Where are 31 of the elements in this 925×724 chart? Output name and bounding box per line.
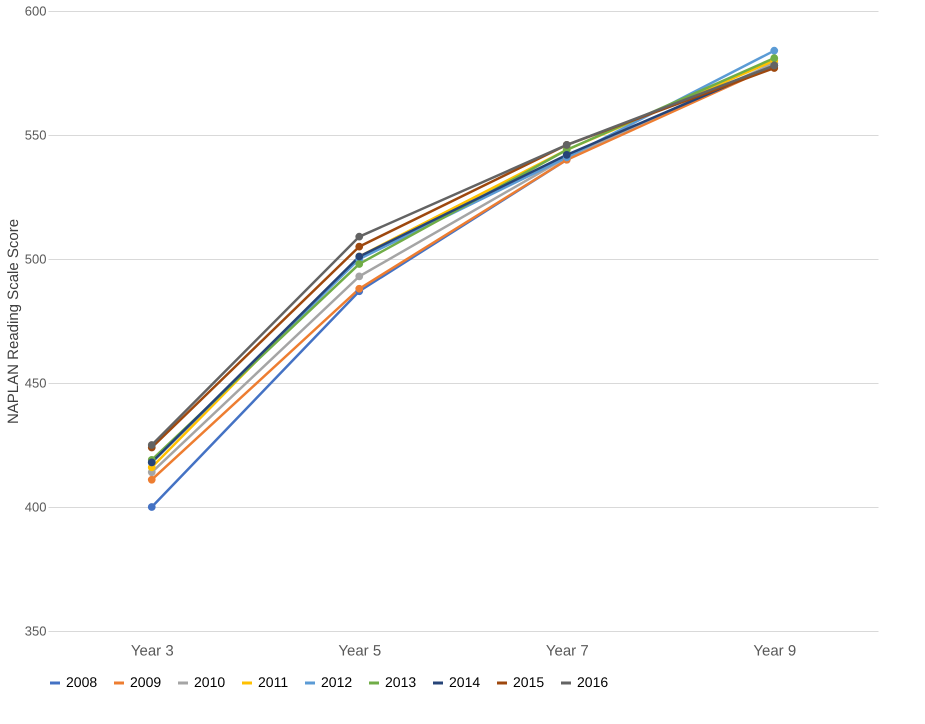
legend-label: 2013 (385, 674, 416, 690)
legend-label: 2014 (449, 674, 480, 690)
legend-label: 2012 (321, 674, 352, 690)
point (770, 54, 778, 62)
point (355, 232, 364, 241)
y-tick-label: 600 (24, 4, 46, 18)
legend-label: 2008 (66, 674, 98, 690)
y-axis-title: NAPLAN Reading Scale Score (4, 218, 22, 424)
legend-label: 2016 (577, 674, 608, 690)
x-tick-label: Year 5 (338, 642, 382, 660)
legend-label: 2010 (194, 674, 226, 690)
x-tick-label: Year 7 (546, 642, 589, 660)
y-tick-label: 400 (24, 500, 46, 514)
point (355, 272, 364, 280)
legend-label: 2015 (513, 674, 544, 690)
point (562, 150, 571, 159)
legend-label: 2011 (258, 674, 288, 690)
legend-label: 2009 (130, 674, 162, 690)
point (770, 46, 778, 55)
point (148, 476, 156, 484)
y-tick-label: 450 (24, 376, 46, 390)
point (355, 260, 364, 268)
point (355, 284, 364, 293)
point (355, 242, 364, 250)
y-tick-label: 350 (24, 624, 46, 638)
point (148, 441, 156, 449)
y-tick-label: 500 (24, 252, 46, 266)
x-tick-label: Year 9 (753, 642, 796, 660)
point (148, 503, 156, 511)
y-tick-label: 550 (24, 128, 46, 142)
x-tick-label: Year 3 (130, 642, 174, 660)
